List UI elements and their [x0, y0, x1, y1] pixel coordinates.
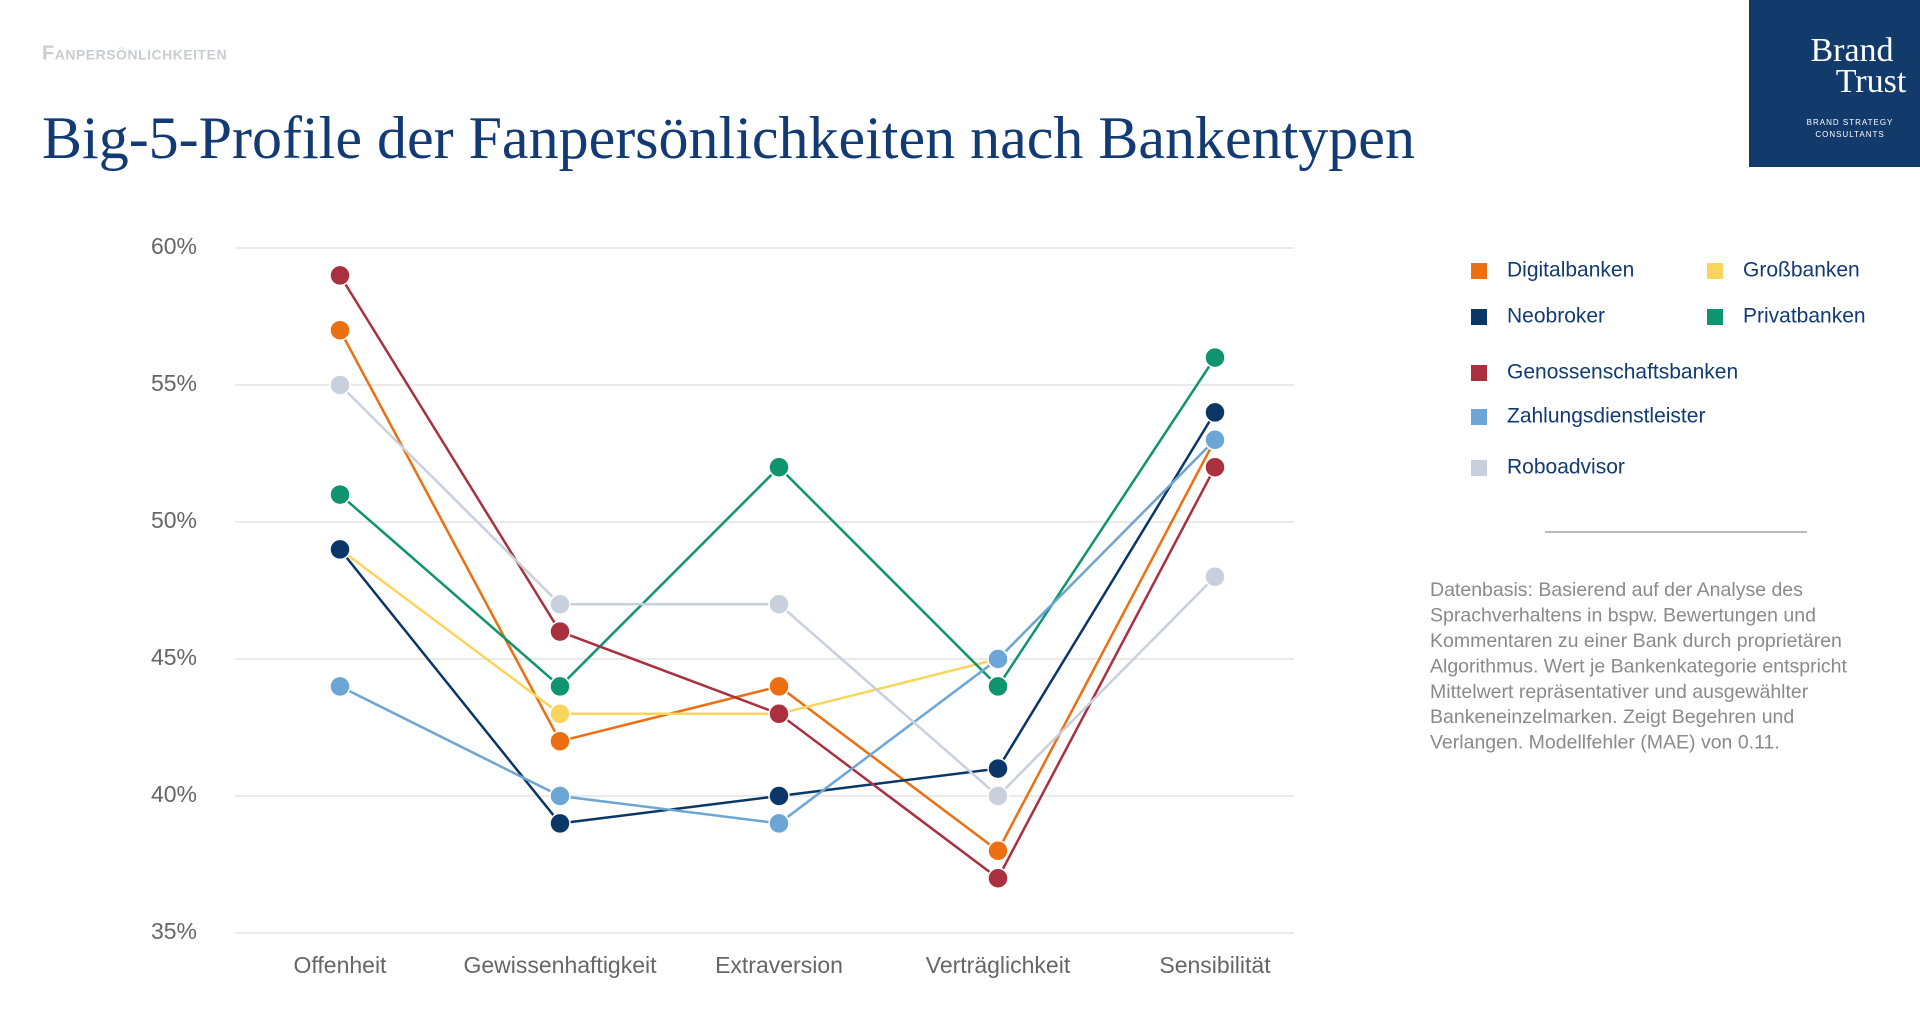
data-point: [987, 867, 1009, 889]
x-tick-label: Gewissenhaftigkeit: [463, 952, 657, 978]
x-tick-label: Verträglichkeit: [926, 952, 1071, 978]
footnote-line: Bankeneinzelmarken. Zeigt Begehren und: [1430, 706, 1794, 728]
data-point: [1204, 429, 1226, 451]
legend-swatch: [1707, 309, 1723, 325]
data-point: [768, 703, 790, 725]
legend-label: Großbanken: [1743, 259, 1860, 282]
logo-subtext: BRAND STRATEGY: [1807, 118, 1894, 127]
data-point: [329, 264, 351, 287]
y-tick-label: 45%: [151, 644, 197, 670]
data-point: [549, 593, 571, 615]
data-point: [549, 620, 571, 643]
data-point: [987, 840, 1009, 862]
data-point: [768, 785, 790, 807]
legend-swatch: [1707, 263, 1723, 279]
data-point: [1204, 346, 1226, 369]
legend-swatch: [1471, 365, 1487, 381]
data-point: [329, 675, 351, 698]
y-tick-label: 60%: [151, 233, 197, 259]
x-tick-label: Sensibilität: [1159, 952, 1271, 978]
footnote-line: Verlangen. Modellfehler (MAE) von 0.11.: [1430, 732, 1780, 754]
legend-label: Privatbanken: [1743, 305, 1866, 328]
data-point: [549, 703, 571, 725]
data-point: [768, 675, 790, 698]
y-tick-label: 55%: [151, 370, 197, 396]
data-point: [768, 812, 790, 835]
y-tick-label: 50%: [151, 507, 197, 533]
legend-label: Roboadvisor: [1507, 456, 1625, 479]
data-point: [329, 483, 351, 506]
legend-label: Digitalbanken: [1507, 259, 1634, 282]
legend-swatch: [1471, 263, 1487, 279]
data-point: [1204, 401, 1226, 424]
data-point: [768, 593, 790, 615]
footnote-line: Sprachverhaltens in bspw. Bewertungen un…: [1430, 605, 1816, 627]
footnote-line: Kommentaren zu einer Bank durch propriet…: [1430, 630, 1842, 652]
legend-swatch: [1471, 409, 1487, 425]
footnote-line: Algorithmus. Wert je Bankenkategorie ent…: [1430, 655, 1848, 677]
legend-label: Neobroker: [1507, 305, 1605, 328]
data-point: [549, 730, 571, 752]
logo-text: Brand: [1810, 32, 1893, 69]
data-point: [549, 675, 571, 698]
data-point: [987, 675, 1009, 698]
data-point: [329, 374, 351, 396]
footnote-line: Datenbasis: Basierend auf der Analyse de…: [1430, 579, 1803, 601]
data-point: [987, 785, 1009, 807]
data-point: [329, 319, 351, 341]
legend-label: Genossenschaftsbanken: [1507, 361, 1738, 384]
logo-box: [1749, 0, 1920, 167]
data-point: [329, 538, 351, 561]
footnote-line: Mittelwert repräsentativer und ausgewähl…: [1430, 681, 1809, 703]
series-line: [339, 438, 1216, 825]
data-point: [549, 812, 571, 835]
legend-swatch: [1471, 309, 1487, 325]
section-label: Fanpersönlichkeiten: [42, 42, 227, 64]
y-tick-label: 40%: [151, 781, 197, 807]
legend-swatch: [1471, 460, 1487, 476]
chart-title: Big-5-Profile der Fanpersönlichkeiten na…: [42, 105, 1415, 171]
series-line: [338, 329, 1217, 853]
x-tick-label: Extraversion: [715, 952, 843, 978]
data-point: [768, 456, 790, 478]
data-point: [987, 648, 1009, 670]
data-point: [1204, 456, 1226, 478]
x-tick-label: Offenheit: [294, 952, 388, 978]
series-line: [339, 384, 1216, 798]
data-point: [987, 757, 1009, 780]
logo-text: Trust: [1836, 63, 1907, 100]
data-point: [549, 785, 571, 807]
logo-subtext: CONSULTANTS: [1815, 130, 1884, 139]
data-point: [1204, 566, 1226, 588]
y-tick-label: 35%: [151, 918, 197, 944]
legend-label: Zahlungsdienstleister: [1507, 405, 1705, 428]
